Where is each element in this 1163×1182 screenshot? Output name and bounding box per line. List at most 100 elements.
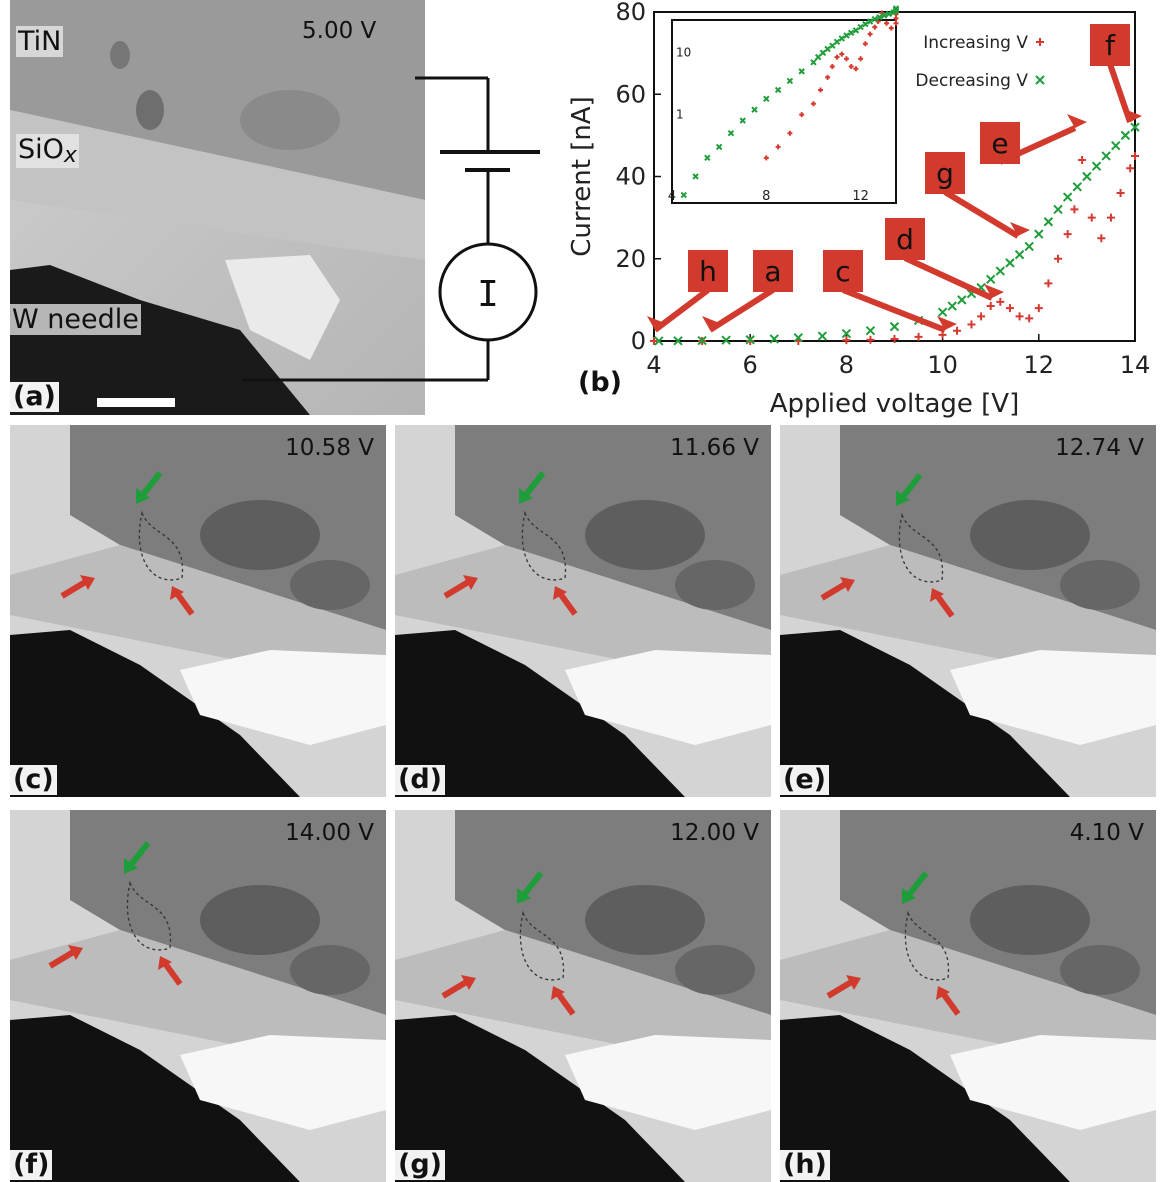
data-point [1044, 279, 1053, 288]
w-needle-shape [780, 1015, 1070, 1182]
inset-point [881, 12, 888, 19]
data-point [1126, 164, 1135, 173]
inset-point [829, 42, 836, 49]
y-tick-label: 0 [631, 327, 646, 355]
red-arrow [820, 580, 849, 601]
inset-point [858, 56, 864, 62]
data-point [769, 334, 779, 344]
tem-micrograph [395, 810, 771, 1182]
y-tick-label: 80 [615, 0, 646, 26]
inset-point [819, 49, 827, 56]
red-arrow [554, 990, 576, 1016]
grain [675, 945, 755, 995]
red-arrowhead [840, 577, 855, 592]
inset-point [847, 29, 855, 37]
data-point [1130, 122, 1140, 132]
data-point [793, 333, 804, 343]
panel-a-label: (a) [10, 382, 59, 412]
green-arrow [520, 871, 544, 898]
callout-label: a [764, 255, 781, 288]
tem-voltage: 14.00 V [285, 820, 374, 846]
inset-point [853, 66, 859, 72]
series-decreasing [654, 122, 1140, 346]
tem-panel-e: 12.74 V (e) [780, 425, 1156, 797]
callout-label: g [936, 157, 954, 190]
grain [970, 885, 1090, 955]
grain [675, 560, 755, 610]
data-point [866, 335, 875, 344]
callout-box [925, 152, 965, 194]
inset-x-tick-label: 8 [762, 189, 770, 204]
tem-micrograph [10, 425, 386, 797]
callout-label: f [1105, 29, 1116, 62]
inset-point [798, 68, 805, 75]
data-point [654, 336, 664, 346]
x-tick-label: 12 [1024, 351, 1055, 379]
callout-label: c [835, 255, 850, 288]
annotation-callout-c: c [823, 250, 957, 333]
filament-outline [898, 512, 944, 583]
red-arrow [939, 990, 961, 1016]
inset-point [825, 74, 831, 80]
red-arrowhead [551, 986, 565, 1000]
data-point [841, 328, 852, 339]
green-arrow [522, 471, 546, 498]
inset-point [715, 143, 723, 151]
data-point [996, 297, 1005, 306]
callout-arrowhead [984, 284, 1004, 298]
grain [585, 885, 705, 955]
data-point [1063, 230, 1072, 239]
inset-point [866, 18, 874, 25]
tem-panel-label: (f) [10, 1150, 53, 1180]
tem-panel-f: 14.00 V (f) [10, 810, 386, 1182]
data-point [1131, 151, 1139, 160]
grain [200, 885, 320, 955]
data-point [745, 335, 755, 345]
ammeter-symbol: I [477, 274, 499, 315]
y-tick-label: 40 [615, 163, 646, 191]
inset-point [810, 101, 816, 107]
callout-box [753, 250, 793, 292]
inset-point [848, 63, 854, 69]
data-point [1005, 258, 1015, 268]
tem-panel-label: (d) [395, 765, 446, 795]
data-point [957, 295, 967, 305]
data-point [1015, 312, 1024, 321]
inset-point [763, 95, 770, 103]
data-point [986, 302, 995, 311]
red-arrow [48, 948, 77, 969]
inset-point [862, 41, 868, 47]
inset-point [843, 32, 850, 39]
callout-arrow [903, 255, 994, 301]
inset-point [799, 112, 805, 118]
inset-point [884, 20, 890, 26]
data-point [1111, 140, 1121, 151]
tem-voltage: 4.10 V [1069, 820, 1144, 846]
panel-a-graphic: I [10, 0, 540, 415]
inset-point [890, 9, 897, 16]
data-point [1034, 229, 1044, 239]
callout-box [885, 218, 925, 260]
y-axis-label: Current [nA] [567, 96, 597, 256]
green-arrow [899, 473, 923, 500]
inset-series-increasing [763, 9, 899, 161]
grain [110, 41, 130, 69]
tem-micrograph [780, 425, 1156, 797]
data-point [1087, 213, 1096, 222]
w-needle-shape [10, 1015, 300, 1182]
callout-box [823, 250, 863, 292]
inset-point [888, 25, 894, 31]
callout-arrow [943, 189, 1020, 239]
red-arrowhead [461, 975, 476, 990]
annotation-callout-h: h [647, 250, 728, 333]
w-needle-shape [780, 630, 1070, 797]
tem-micrograph [395, 425, 771, 797]
legend-entry: Decreasing V [915, 71, 1028, 91]
w-needle-shape [395, 1015, 685, 1182]
data-point [1025, 314, 1034, 323]
green-arrow [139, 471, 163, 498]
inset-x-tick-label: 12 [852, 189, 869, 204]
tem-panel-label: (e) [780, 765, 829, 795]
siox-label: SiOx [16, 134, 79, 168]
